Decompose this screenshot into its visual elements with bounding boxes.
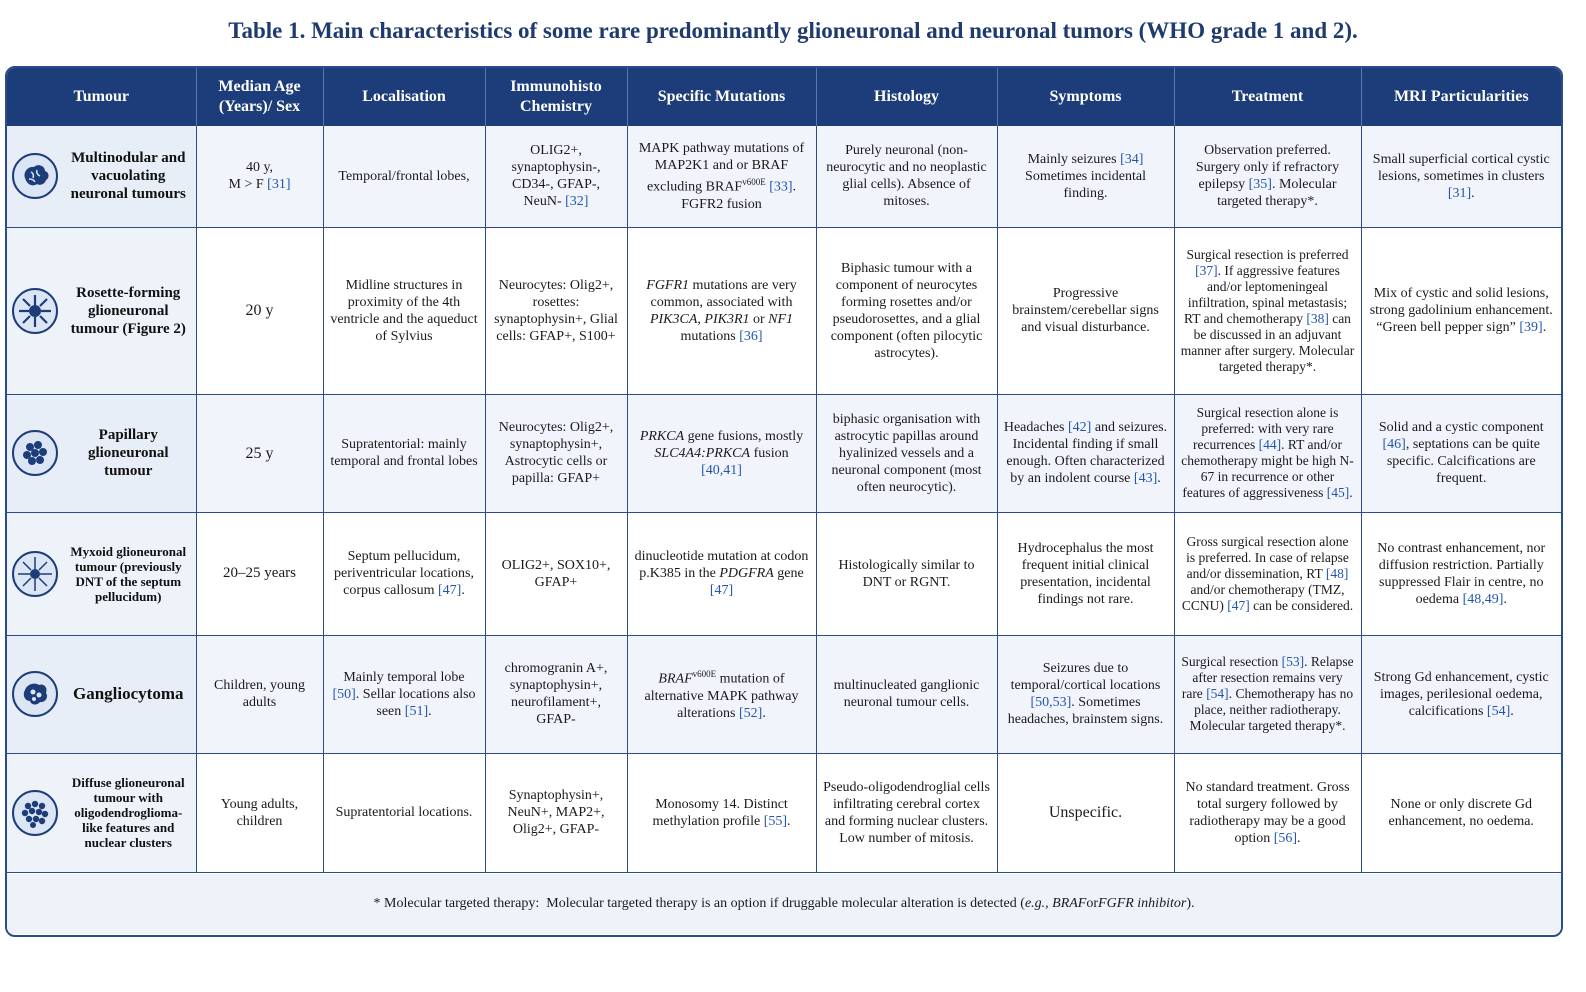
header-tumour: Tumour (7, 68, 197, 126)
histology-cell: Pseudo-oligodendroglial cells infiltrati… (816, 753, 998, 873)
mutations-cell: FGFR1 mutations are very common, associa… (627, 227, 817, 395)
neuron-icon (12, 287, 58, 334)
header-histology: Histology (816, 68, 998, 126)
ihc-cell: OLIG2+, synaptophysin-, CD34-, GFAP-, Ne… (485, 126, 628, 228)
mri-cell: Mix of cystic and solid lesions, strong … (1361, 227, 1561, 395)
dense-cells-icon (12, 789, 58, 836)
tumour-name: Papillary glioneuronal tumour (87, 427, 169, 479)
ganglion-cell-icon (12, 671, 58, 717)
header-symptoms: Symptoms (997, 68, 1175, 126)
ihc-cell: chromogranin A+, synaptophysin+, neurofi… (485, 635, 628, 754)
symptoms-cell: Seizures due to temporal/cortical locati… (997, 635, 1175, 754)
symptoms-cell: Progressive brainstem/cerebellar signs a… (997, 227, 1175, 395)
ihc-cell: OLIG2+, SOX10+, GFAP+ (485, 512, 628, 636)
footnote: * Molecular targeted therapy: Molecular … (7, 874, 1561, 934)
header-median-age: Median Age (Years)/ Sex (196, 68, 324, 126)
mutations-cell: Monosomy 14. Distinct methylation profil… (627, 753, 817, 873)
age-cell: Children, young adults (196, 635, 324, 754)
ihc-cell: Synaptophysin+, NeuN+, MAP2+, Olig2+, GF… (485, 753, 628, 873)
localisation-cell: Supratentorial: mainly temporal and fron… (323, 394, 486, 513)
histology-cell: multinucleated ganglionic neuronal tumou… (816, 635, 998, 754)
mutations-cell: MAPK pathway mutations of MAP2K1 and or … (627, 126, 817, 228)
age-cell: 20 y (196, 227, 324, 395)
header-localisation: Localisation (323, 68, 486, 126)
table-row: Multinodular and vacuolating neuronal tu… (7, 126, 1561, 228)
cell-cluster-icon (12, 430, 58, 476)
mutations-cell: dinucleotide mutation at codon p.K385 in… (627, 512, 817, 636)
mri-cell: Strong Gd enhancement, cystic images, pe… (1361, 635, 1561, 754)
header-immunohistochemistry: Immunohisto Chemistry (485, 68, 628, 126)
mutations-cell: BRAFv600E mutation of alternative MAPK p… (627, 635, 817, 754)
table-row: Myxoid glioneuronal tumour (previously D… (7, 512, 1561, 636)
localisation-cell: Temporal/frontal lobes, (323, 126, 486, 228)
tumour-name: Myxoid glioneuronal tumour (previously D… (70, 543, 187, 604)
treatment-cell: Observation preferred. Surgery only if r… (1174, 126, 1362, 228)
histology-cell: biphasic organisation with astrocytic pa… (816, 394, 998, 513)
ihc-cell: Neurocytes: Olig2+, rosettes: synaptophy… (485, 227, 628, 395)
age-cell: 25 y (196, 394, 324, 513)
mri-cell: No contrast enhancement, nor diffusion r… (1361, 512, 1561, 636)
histology-cell: Biphasic tumour with a component of neur… (816, 227, 998, 395)
tumour-name: Multinodular and vacuolating neuronal tu… (70, 150, 186, 203)
table-row: Papillary glioneuronal tumour 25 y Supra… (7, 394, 1561, 513)
treatment-cell: No standard treatment. Gross total surge… (1174, 753, 1362, 873)
star-cell-icon (12, 550, 58, 597)
treatment-cell: Gross surgical resection alone is prefer… (1174, 512, 1362, 636)
treatment-cell: Surgical resection is preferred [37]. If… (1174, 227, 1362, 395)
ihc-cell: Neurocytes: Olig2+, synaptophysin+, Astr… (485, 394, 628, 513)
table-row: Gangliocytoma Children, young adults Mai… (7, 635, 1561, 754)
mutations-cell: PRKCA gene fusions, mostly SLC4A4:PRKCA … (627, 394, 817, 513)
symptoms-cell: Unspecific. (997, 753, 1175, 873)
age-cell: 20–25 years (196, 512, 324, 636)
brain-icon (12, 153, 58, 200)
treatment-cell: Surgical resection alone is preferred: w… (1174, 394, 1362, 513)
localisation-cell: Septum pellucidum, periventricular locat… (323, 512, 486, 636)
treatment-cell: Surgical resection [53]. Relapse after r… (1174, 635, 1362, 754)
age-cell: 40 y, M > F [31] (196, 126, 324, 228)
header-treatment: Treatment (1174, 68, 1362, 126)
table-row: Diffuse glioneuronal tumour with oligode… (7, 753, 1561, 873)
histology-cell: Histologically similar to DNT or RGNT. (816, 512, 998, 636)
table-row: Rosette-forming glioneuronal tumour (Fig… (7, 227, 1561, 395)
mri-cell: Small superficial cortical cystic lesion… (1361, 126, 1561, 228)
characteristics-table: Tumour Median Age (Years)/ Sex Localisati… (5, 66, 1563, 937)
age-cell: Young adults, children (196, 753, 324, 873)
symptoms-cell: Hydrocephalus the most frequent initial … (997, 512, 1175, 636)
localisation-cell: Supratentorial locations. (323, 753, 486, 873)
symptoms-cell: Headaches [42] and seizures. Incidental … (997, 394, 1175, 513)
header-mri: MRI Particularities (1361, 68, 1561, 126)
table-caption: Table 1. Main characteristics of some ra… (228, 18, 1358, 43)
localisation-cell: Midline structures in proximity of the 4… (323, 227, 486, 395)
mri-cell: Solid and a cystic component [46], septa… (1361, 394, 1561, 513)
symptoms-cell: Mainly seizures [34] Sometimes incidental… (997, 126, 1175, 228)
mri-cell: None or only discrete Gd enhancement, no… (1361, 753, 1561, 873)
localisation-cell: Mainly temporal lobe [50]. Sellar locati… (323, 635, 486, 754)
tumour-name: Gangliocytoma (73, 684, 184, 703)
tumour-name: Diffuse glioneuronal tumour with oligode… (71, 775, 185, 850)
histology-cell: Purely neuronal (non-neurocytic and no n… (816, 126, 998, 228)
header-specific-mutations: Specific Mutations (627, 68, 817, 126)
header-row: Tumour Median Age (Years)/ Sex Localisati… (7, 68, 1561, 126)
tumour-name: Rosette-forming glioneuronal tumour (Fig… (70, 284, 186, 337)
